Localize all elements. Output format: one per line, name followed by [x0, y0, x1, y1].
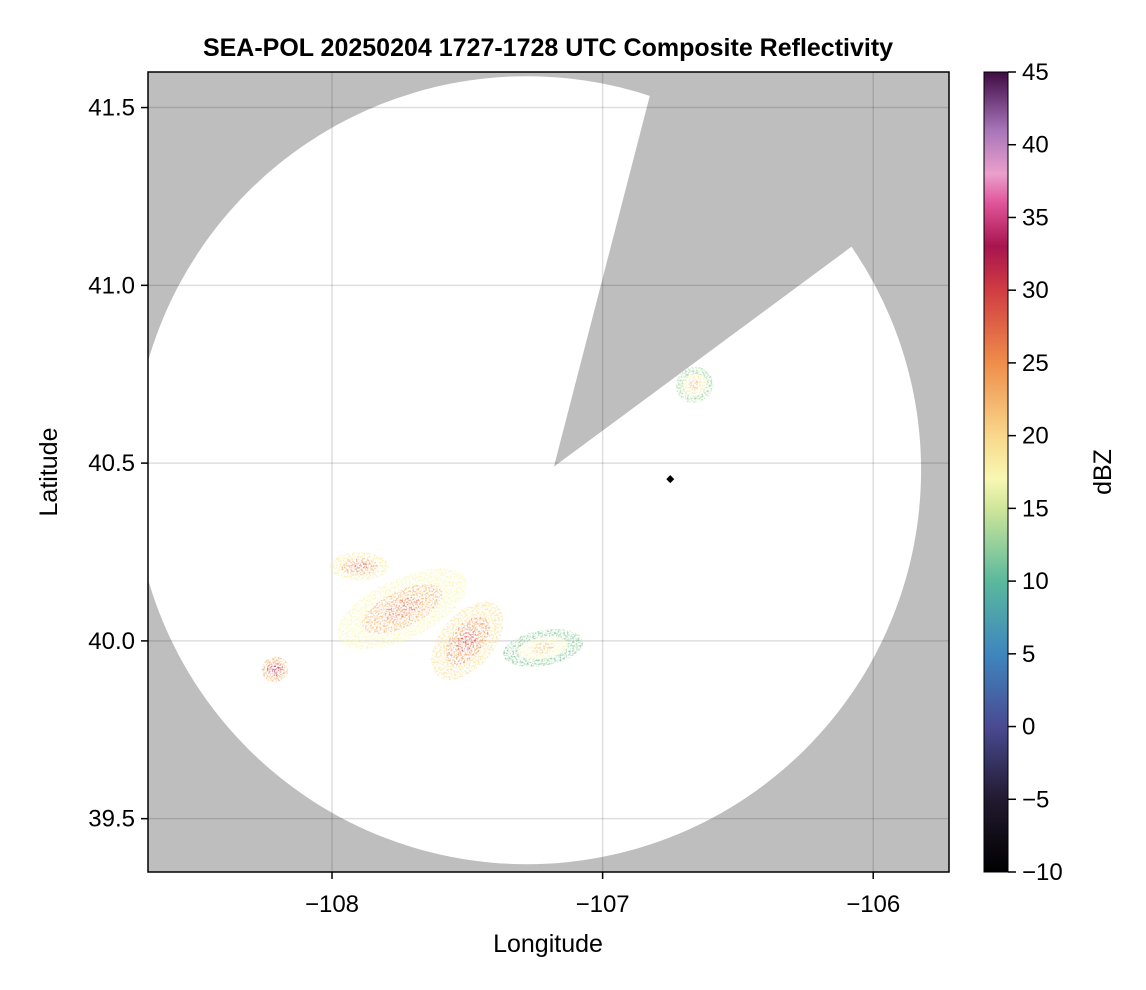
- chart-title: SEA-POL 20250204 1727-1728 UTC Composite…: [203, 34, 893, 62]
- blocked-sector: [553, 72, 949, 467]
- echo-cell: [502, 629, 584, 667]
- echo-cell: [329, 552, 389, 581]
- echo-cell-core: [271, 665, 279, 674]
- x-tick-label: −108: [305, 891, 359, 918]
- colorbar-tick-label: −5: [1022, 786, 1049, 813]
- y-axis-label: Latitude: [35, 428, 63, 517]
- colorbar-tick-label: 35: [1022, 204, 1049, 231]
- colorbar-tick-label: 10: [1022, 568, 1049, 595]
- echo-cell: [337, 568, 468, 650]
- colorbar-ticks: −10 −5 0 5 10 15 20 25 30 35 40 45: [1008, 59, 1063, 886]
- y-tick-label: 39.5: [88, 806, 135, 833]
- colorbar-tick-label: 25: [1022, 350, 1049, 377]
- colorbar-tick-label: 45: [1022, 59, 1049, 86]
- colorbar-tick-label: 40: [1022, 132, 1049, 159]
- colorbar-tick-label: 20: [1022, 423, 1049, 450]
- plot-area: [148, 72, 949, 872]
- echo-cell-core: [384, 597, 421, 621]
- y-tick-label: 40.5: [88, 450, 135, 477]
- y-tick-label: 40.0: [88, 628, 135, 655]
- echo-cell-core: [531, 642, 555, 654]
- colorbar-tick-label: 15: [1022, 495, 1049, 522]
- radar-site-marker: [666, 475, 675, 484]
- plot-frame: [147, 71, 950, 873]
- colorbar-tick-label: 5: [1022, 641, 1035, 668]
- y-tick-label: 41.0: [88, 272, 135, 299]
- colorbar-label: dBZ: [1089, 449, 1117, 495]
- colorbar-tick-label: 0: [1022, 714, 1035, 741]
- colorbar: −10 −5 0 5 10 15 20 25 30 35 40 45: [983, 59, 1063, 886]
- y-tick-label: 41.5: [88, 95, 135, 122]
- echo-layer: [261, 366, 714, 682]
- y-axis: 39.5 40.0 40.5 41.0 41.5: [88, 95, 148, 833]
- echo-cell-core: [457, 629, 478, 653]
- echo-cell: [431, 601, 504, 681]
- x-tick-label: −106: [846, 891, 900, 918]
- echo-cell: [675, 366, 714, 403]
- grid-lines: [148, 72, 949, 872]
- echo-cell-core: [350, 561, 368, 571]
- colorbar-ramp: [983, 71, 1009, 873]
- colorbar-tick-label: 30: [1022, 277, 1049, 304]
- echo-cell: [261, 656, 289, 682]
- x-axis: −108 −107 −106: [305, 872, 900, 918]
- echo-cell-core: [689, 379, 700, 391]
- x-tick-label: −107: [576, 891, 630, 918]
- colorbar-tick-label: −10: [1022, 859, 1063, 886]
- x-axis-label: Longitude: [493, 930, 603, 958]
